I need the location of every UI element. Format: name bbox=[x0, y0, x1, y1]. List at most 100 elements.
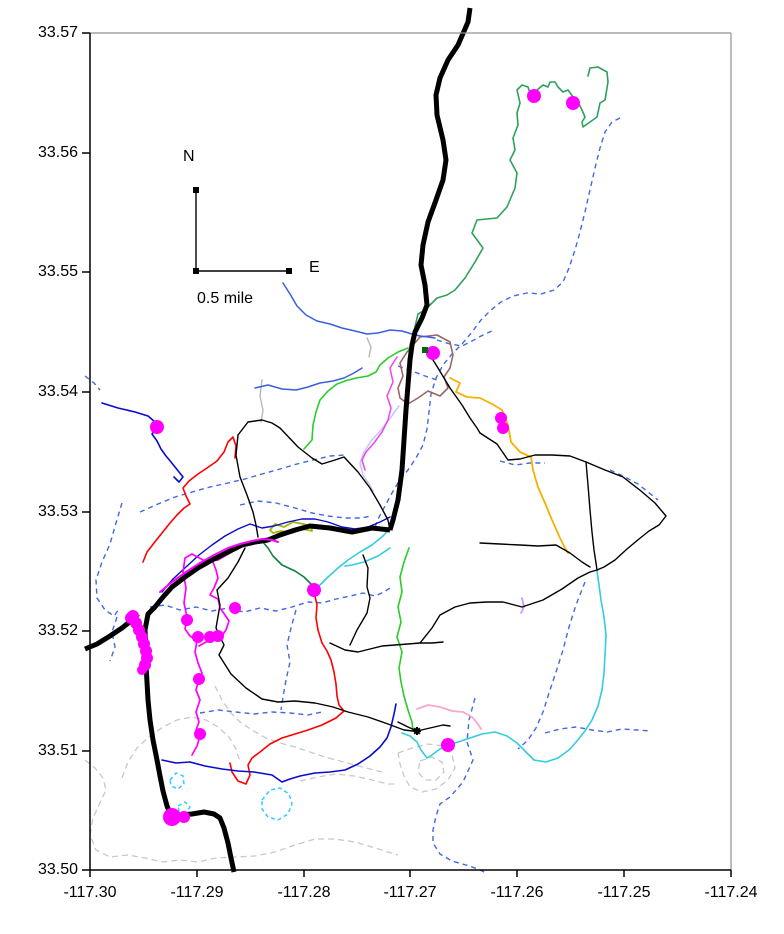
waypoint-dot bbox=[178, 811, 190, 823]
x-axis-tick-label: -117.28 bbox=[277, 884, 331, 901]
track-gray-dashed-mid-diagonal bbox=[214, 685, 383, 773]
waypoint-dot bbox=[495, 412, 507, 424]
waypoint-dot bbox=[137, 665, 147, 675]
track-green-south-vertical bbox=[396, 547, 414, 732]
y-axis-tick-label: 33.51 bbox=[37, 742, 78, 759]
y-axis-tick-label: 33.52 bbox=[37, 622, 78, 639]
track-gray-dashed-south-inner bbox=[417, 756, 445, 781]
track-cyan-dashed-loop-1 bbox=[169, 772, 185, 790]
track-red-northwest-trail bbox=[142, 436, 237, 563]
y-axis-tick-label: 33.53 bbox=[37, 503, 78, 520]
track-blue-dashed-top-center bbox=[436, 330, 493, 347]
green-square-marker-icon bbox=[422, 347, 428, 353]
track-black-road-marker-spur bbox=[397, 721, 451, 732]
waypoint-dot bbox=[212, 630, 224, 642]
compass-endpoint-marker bbox=[286, 268, 292, 274]
x-axis-tick-label: -117.24 bbox=[704, 884, 758, 901]
track-lavender-trail bbox=[359, 405, 400, 492]
track-darkblue-south-horizontal bbox=[161, 703, 397, 783]
scale-bar-label: 0.5 mile bbox=[197, 290, 254, 307]
track-cyan-dashed-loop-2 bbox=[177, 801, 191, 813]
track-blue-dashed-diagonal-ne bbox=[139, 454, 345, 513]
track-gray-dashed-east-band bbox=[299, 773, 398, 785]
track-black-road-southwest-loop bbox=[215, 547, 414, 732]
x-axis-tick-label: -117.27 bbox=[383, 884, 437, 901]
track-violet-trail bbox=[361, 356, 398, 471]
track-gold-trail bbox=[449, 377, 569, 554]
track-magenta-along-road bbox=[159, 538, 279, 593]
track-darkblue-northwest-trail bbox=[101, 402, 184, 483]
track-blue-dashed-road-west bbox=[397, 365, 438, 381]
y-axis-tick-label: 33.57 bbox=[37, 24, 78, 41]
track-blue-dashed-nw-corner bbox=[84, 375, 101, 391]
track-red-south-trail bbox=[229, 591, 345, 785]
waypoint-dot bbox=[163, 808, 181, 826]
track-blue-dashed-center-vertical bbox=[280, 609, 297, 711]
track-cyan-junction-to-dot bbox=[313, 525, 393, 591]
track-maroon-loop bbox=[397, 334, 454, 405]
track-black-road-center-diagonal bbox=[419, 569, 598, 644]
track-highway-main bbox=[387, 7, 473, 531]
track-blue-dashed-southwest-horizontal bbox=[199, 709, 323, 716]
track-magenta-loop-west bbox=[182, 544, 243, 756]
waypoint-dot bbox=[497, 422, 509, 434]
waypoint-dot bbox=[181, 614, 193, 626]
track-purple-stub bbox=[520, 597, 525, 614]
track-gray-solid-vertical bbox=[259, 379, 264, 423]
track-blue-dashed-left-lower bbox=[109, 616, 118, 662]
track-seagreen-northeast-loop bbox=[409, 66, 609, 349]
compass-endpoint-marker bbox=[193, 187, 199, 193]
track-gray-dashed-southwest-sweep bbox=[84, 759, 399, 863]
track-blue-dashed-se-horizontal bbox=[544, 726, 651, 734]
track-black-road-east-loop bbox=[479, 432, 667, 571]
track-cyan-dashed-loop-3 bbox=[261, 787, 293, 821]
track-black-road-east-vertical bbox=[585, 461, 598, 571]
compass-east-label: E bbox=[309, 259, 320, 276]
y-axis-tick-label: 33.50 bbox=[37, 861, 78, 878]
waypoint-dot bbox=[229, 602, 241, 614]
junction-star-marker-icon bbox=[413, 727, 421, 735]
track-blue-upper-west bbox=[254, 367, 363, 391]
track-black-road-center-horizontal bbox=[329, 641, 444, 653]
waypoint-dot bbox=[194, 728, 206, 740]
y-axis-tick-label: 33.54 bbox=[37, 383, 78, 400]
track-blue-dashed-left-upper bbox=[95, 502, 123, 617]
track-blue-dashed-se-parallel bbox=[517, 581, 586, 750]
track-blue-compass-creek bbox=[282, 282, 436, 339]
track-cyan-southeast-trail bbox=[401, 570, 607, 763]
waypoint-dot bbox=[566, 96, 580, 110]
track-blue-dashed-east-ridge bbox=[609, 469, 659, 501]
compass-endpoint-marker bbox=[193, 268, 199, 274]
track-blue-dashed-mid-horizontal bbox=[149, 587, 391, 613]
waypoint-dot bbox=[527, 89, 541, 103]
x-axis-tick-label: -117.30 bbox=[63, 884, 117, 901]
waypoint-dot bbox=[193, 673, 205, 685]
y-axis-tick-label: 33.55 bbox=[37, 263, 78, 280]
waypoint-dot bbox=[426, 346, 440, 360]
x-axis-tick-label: -117.29 bbox=[170, 884, 224, 901]
track-blue-dashed-northeast-long bbox=[373, 117, 621, 531]
track-cyan-fork bbox=[344, 547, 391, 567]
track-gray-dashed-south-loop bbox=[397, 743, 456, 793]
waypoint-dot bbox=[307, 583, 321, 597]
y-axis-tick-label: 33.56 bbox=[37, 144, 78, 161]
waypoint-dot bbox=[192, 631, 204, 643]
waypoint-dot bbox=[441, 738, 455, 752]
compass-north-label: N bbox=[183, 148, 195, 165]
track-blue-dashed-east-short bbox=[499, 460, 545, 466]
track-black-road-from-marker bbox=[427, 351, 481, 434]
track-blue-dashed-above-road bbox=[239, 500, 373, 519]
track-pink-trail bbox=[416, 704, 482, 730]
track-black-road-center-vertical bbox=[349, 554, 371, 646]
x-axis-tick-label: -117.26 bbox=[490, 884, 544, 901]
track-black-road-east-horizontal bbox=[479, 542, 591, 568]
track-gray-solid-hook bbox=[366, 337, 372, 358]
track-gray-dashed-inner-loop bbox=[121, 716, 241, 779]
x-axis-tick-label: -117.25 bbox=[597, 884, 651, 901]
track-black-road-nw-diagonal bbox=[237, 419, 391, 531]
track-black-road-west-vertical bbox=[235, 434, 259, 538]
track-darkgreen-connector bbox=[261, 540, 315, 591]
waypoint-dot bbox=[150, 420, 164, 434]
